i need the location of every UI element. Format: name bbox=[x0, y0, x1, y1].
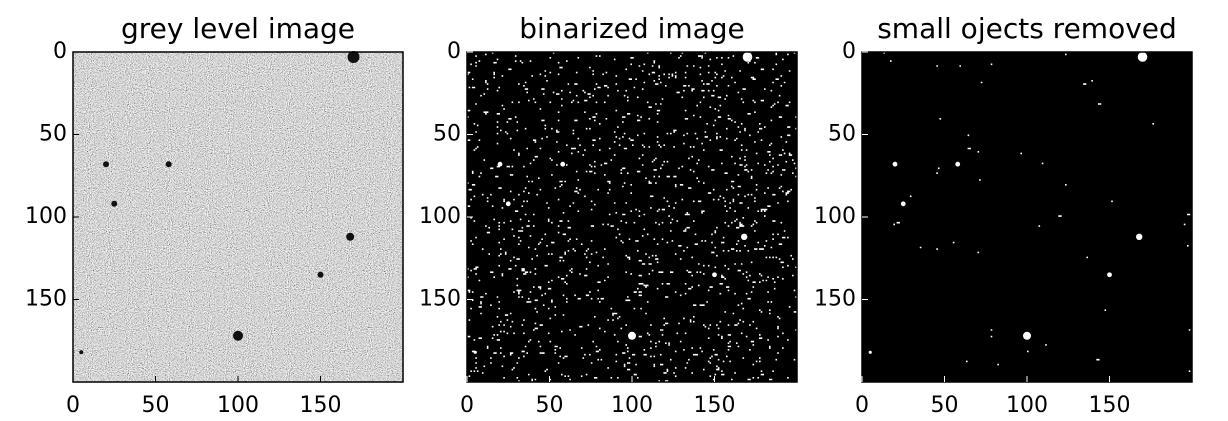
white-object bbox=[892, 161, 898, 167]
y-tick-label: 0 bbox=[447, 39, 461, 64]
x-tick-label: 50 bbox=[931, 393, 959, 418]
white-object bbox=[628, 331, 636, 340]
white-object bbox=[473, 350, 477, 354]
grey-image bbox=[73, 52, 403, 382]
panel-title: small ojects removed bbox=[877, 12, 1177, 45]
white-object bbox=[741, 233, 748, 240]
y-tick-label: 50 bbox=[433, 122, 461, 147]
x-tick-label: 0 bbox=[855, 393, 869, 418]
x-tick-label: 100 bbox=[1006, 393, 1048, 418]
y-tick-label: 50 bbox=[828, 122, 856, 147]
dark-spot bbox=[347, 50, 360, 63]
x-tick-label: 150 bbox=[694, 393, 736, 418]
dark-spot bbox=[317, 271, 324, 278]
y-tick-label: 100 bbox=[814, 204, 856, 229]
panel-title: grey level image bbox=[121, 12, 355, 45]
x-tick-label: 50 bbox=[536, 393, 564, 418]
image-background bbox=[467, 52, 797, 382]
y-tick-label: 0 bbox=[53, 39, 67, 64]
panel-title: binarized image bbox=[519, 12, 745, 45]
x-tick-label: 150 bbox=[300, 393, 342, 418]
white-object bbox=[900, 201, 906, 207]
dark-spot bbox=[103, 161, 109, 168]
white-object bbox=[1137, 52, 1148, 62]
white-object bbox=[1136, 233, 1143, 240]
dark-spot bbox=[79, 350, 84, 355]
white-object bbox=[505, 201, 511, 207]
white-object bbox=[868, 350, 872, 354]
x-tick-label: 100 bbox=[611, 393, 653, 418]
y-tick-label: 100 bbox=[419, 204, 461, 229]
x-tick-label: 0 bbox=[460, 393, 474, 418]
y-tick-label: 150 bbox=[814, 287, 856, 312]
dark-spot bbox=[346, 232, 355, 241]
white-object bbox=[560, 161, 566, 167]
dark-spot bbox=[165, 161, 172, 168]
x-tick-label: 150 bbox=[1089, 393, 1131, 418]
image-background bbox=[862, 52, 1192, 382]
white-object bbox=[712, 272, 717, 278]
y-tick-label: 150 bbox=[25, 287, 67, 312]
y-tick-label: 100 bbox=[25, 204, 67, 229]
y-tick-label: 0 bbox=[842, 39, 856, 64]
x-tick-label: 100 bbox=[217, 393, 259, 418]
x-tick-label: 50 bbox=[142, 393, 170, 418]
white-object bbox=[955, 161, 961, 167]
white-object bbox=[497, 161, 503, 167]
white-object bbox=[1023, 331, 1031, 340]
white-object bbox=[742, 52, 753, 62]
y-tick-label: 150 bbox=[419, 287, 461, 312]
dark-spot bbox=[233, 330, 243, 341]
y-tick-label: 50 bbox=[39, 122, 67, 147]
white-object bbox=[1107, 272, 1112, 278]
x-tick-label: 0 bbox=[66, 393, 80, 418]
dark-spot bbox=[111, 200, 118, 207]
